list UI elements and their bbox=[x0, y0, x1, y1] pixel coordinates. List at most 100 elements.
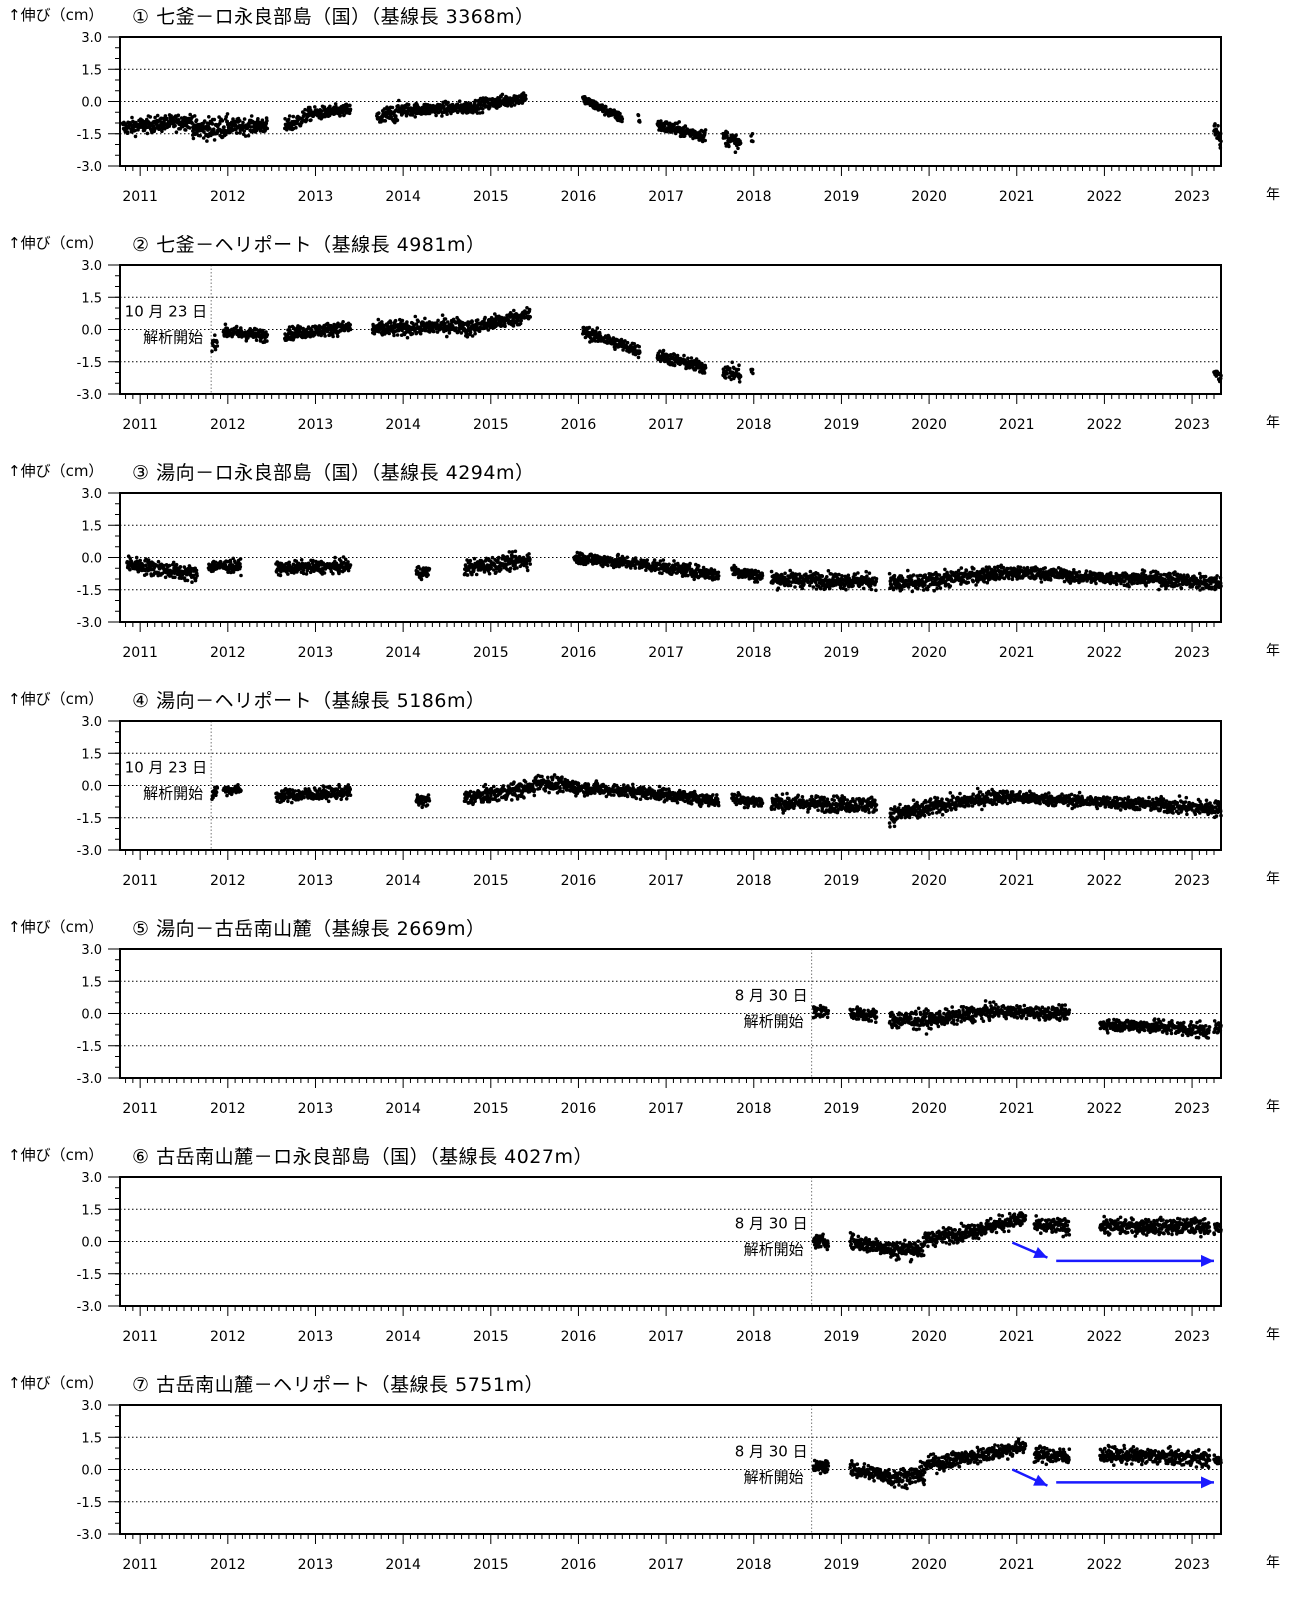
data-point bbox=[331, 334, 335, 339]
data-point bbox=[470, 334, 475, 338]
data-point bbox=[192, 114, 197, 118]
data-point bbox=[202, 130, 206, 134]
data-point bbox=[163, 575, 168, 580]
data-point bbox=[468, 558, 473, 563]
data-point bbox=[653, 567, 658, 572]
data-point bbox=[483, 315, 487, 320]
data-point bbox=[808, 583, 812, 588]
data-point bbox=[1214, 374, 1219, 378]
data-point bbox=[734, 133, 738, 137]
data-point bbox=[490, 555, 495, 560]
data-point bbox=[473, 331, 477, 336]
data-point bbox=[320, 109, 325, 113]
x-tick-label: 2016 bbox=[561, 417, 597, 433]
data-point bbox=[348, 107, 353, 112]
data-point bbox=[128, 556, 132, 561]
x-axis-unit-label: 年 bbox=[1266, 187, 1280, 203]
data-point bbox=[395, 118, 400, 122]
data-point bbox=[291, 114, 296, 119]
data-point bbox=[399, 333, 404, 337]
y-tick-label: -3.0 bbox=[77, 160, 102, 175]
data-point bbox=[239, 573, 243, 578]
data-point bbox=[703, 128, 708, 132]
data-point bbox=[623, 339, 627, 343]
x-tick-label: 2015 bbox=[473, 645, 509, 661]
x-tick-label: 2017 bbox=[648, 417, 684, 433]
data-point bbox=[195, 573, 199, 578]
x-tick-label: 2020 bbox=[911, 417, 947, 433]
data-point bbox=[265, 126, 270, 131]
data-point bbox=[645, 558, 649, 562]
data-point bbox=[265, 339, 269, 343]
y-tick-label: -3.0 bbox=[77, 616, 102, 631]
data-point bbox=[638, 120, 642, 124]
x-tick-label: 2022 bbox=[1087, 417, 1123, 433]
data-point bbox=[436, 318, 440, 323]
data-point bbox=[215, 340, 219, 345]
data-point bbox=[387, 331, 392, 336]
data-point bbox=[737, 363, 741, 367]
data-point bbox=[697, 360, 701, 365]
data-point bbox=[733, 150, 738, 154]
data-point bbox=[686, 573, 690, 578]
data-point bbox=[265, 118, 269, 123]
data-point bbox=[760, 573, 765, 578]
data-point bbox=[207, 115, 211, 119]
data-point bbox=[481, 107, 485, 111]
data-point bbox=[210, 122, 215, 126]
data-point bbox=[811, 585, 816, 589]
data-point bbox=[470, 320, 475, 324]
data-point bbox=[201, 136, 206, 140]
data-point bbox=[173, 124, 177, 128]
data-point bbox=[434, 113, 438, 118]
data-point bbox=[844, 587, 848, 592]
data-point bbox=[846, 573, 851, 578]
data-point bbox=[415, 330, 419, 335]
data-point bbox=[625, 340, 630, 345]
x-tick-label: 2015 bbox=[473, 189, 509, 205]
data-point bbox=[665, 129, 670, 134]
data-point bbox=[587, 325, 592, 330]
x-axis-unit-label: 年 bbox=[1266, 415, 1280, 431]
data-point bbox=[405, 320, 409, 324]
data-point bbox=[198, 133, 202, 138]
data-point bbox=[138, 558, 142, 563]
data-point bbox=[419, 577, 424, 582]
data-point bbox=[406, 102, 411, 107]
chart-panel-2: ↑伸び（cm） ② 七釜－ヘリポート（基線長 4981m） 年 3.0 1.5 0.0 -1… bbox=[0, 228, 1299, 456]
x-tick-label: 2022 bbox=[1087, 189, 1123, 205]
data-point bbox=[348, 327, 353, 332]
data-point bbox=[751, 139, 755, 144]
data-point bbox=[283, 117, 287, 121]
data-point bbox=[225, 119, 229, 124]
data-points bbox=[210, 306, 1223, 384]
data-point bbox=[161, 116, 166, 121]
data-point bbox=[694, 571, 699, 576]
data-point bbox=[414, 322, 419, 326]
data-point bbox=[756, 569, 761, 574]
x-tick-label: 2014 bbox=[385, 417, 421, 433]
data-point bbox=[457, 99, 462, 103]
data-point bbox=[338, 113, 343, 118]
data-point bbox=[525, 568, 530, 573]
data-point bbox=[129, 559, 134, 564]
data-point bbox=[524, 97, 528, 101]
data-point bbox=[394, 114, 398, 118]
x-tick-label: 2012 bbox=[210, 645, 246, 661]
data-point bbox=[249, 125, 253, 129]
data-point bbox=[242, 117, 247, 121]
data-point bbox=[167, 563, 172, 568]
data-point bbox=[468, 101, 473, 106]
data-point bbox=[195, 130, 199, 135]
data-point bbox=[661, 348, 666, 353]
data-point bbox=[716, 576, 720, 581]
data-point bbox=[313, 105, 317, 109]
data-point bbox=[390, 105, 395, 110]
data-point bbox=[178, 565, 183, 569]
chart-panel-1: ↑伸び（cm） ① 七釜－ロ永良部島（国）（基線長 3368m） 年 3.0 1.5 0.… bbox=[0, 0, 1299, 228]
data-point bbox=[515, 566, 519, 570]
data-point bbox=[328, 104, 332, 109]
x-tick-label: 2023 bbox=[1174, 417, 1210, 433]
data-point bbox=[716, 574, 721, 578]
data-point bbox=[311, 558, 315, 563]
